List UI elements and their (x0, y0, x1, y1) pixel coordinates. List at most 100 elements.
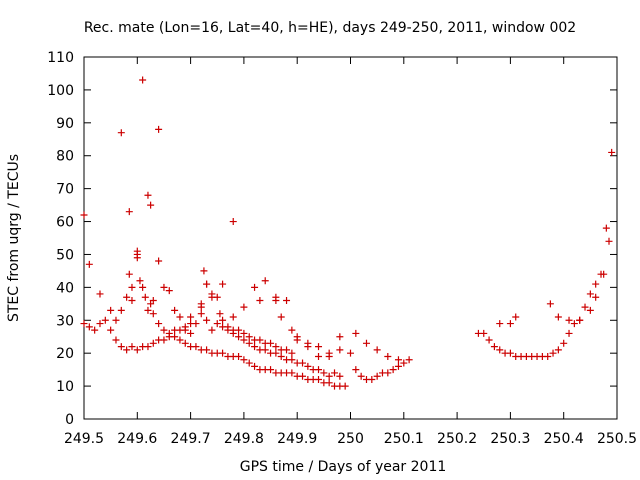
data-point (570, 320, 578, 328)
data-point (176, 313, 184, 321)
data-point (261, 346, 269, 354)
data-point (240, 329, 248, 337)
data-point (91, 326, 99, 334)
x-tick-label: 250.4 (544, 431, 584, 447)
data-point (304, 362, 312, 370)
data-point (261, 277, 269, 285)
data-point (576, 316, 584, 324)
data-point (155, 257, 163, 265)
data-point (299, 359, 307, 367)
data-point (125, 270, 133, 278)
data-point (277, 313, 285, 321)
data-point (251, 283, 259, 291)
data-point (288, 326, 296, 334)
data-point (400, 359, 408, 367)
data-point (336, 333, 344, 341)
data-point (197, 310, 205, 318)
data-point (267, 339, 275, 347)
data-point (384, 352, 392, 360)
y-tick-label: 0 (65, 412, 74, 428)
data-point (496, 320, 504, 328)
data-point (149, 297, 157, 305)
data-point (203, 316, 211, 324)
data-point (245, 359, 253, 367)
data-point (229, 329, 237, 337)
data-point (362, 339, 370, 347)
data-point (240, 303, 248, 311)
data-point (315, 352, 323, 360)
data-point (325, 379, 333, 387)
data-point (216, 310, 224, 318)
data-point (240, 356, 248, 364)
data-point (299, 372, 307, 380)
data-point (123, 346, 131, 354)
data-point (133, 346, 141, 354)
data-point (155, 320, 163, 328)
data-point (203, 346, 211, 354)
data-point (256, 336, 264, 344)
data-point (544, 352, 552, 360)
data-point (336, 372, 344, 380)
data-point (506, 349, 514, 357)
data-point (219, 349, 227, 357)
data-point (256, 297, 264, 305)
y-tick-label: 30 (56, 313, 74, 329)
data-point (235, 326, 243, 334)
x-tick-label: 249.5 (64, 431, 104, 447)
y-tick-label: 20 (56, 346, 74, 362)
data-point (357, 372, 365, 380)
data-point (187, 313, 195, 321)
data-point (592, 293, 600, 301)
data-point (288, 369, 296, 377)
data-point (331, 369, 339, 377)
data-point (506, 320, 514, 328)
data-point (144, 191, 152, 199)
data-point (219, 280, 227, 288)
data-point (107, 306, 115, 314)
data-point (251, 343, 259, 351)
data-point (197, 303, 205, 311)
data-point (133, 247, 141, 255)
data-point (245, 339, 253, 347)
y-tick-label: 80 (56, 149, 74, 165)
data-point (128, 343, 136, 351)
data-point (187, 320, 195, 328)
data-point (117, 306, 125, 314)
data-point (235, 352, 243, 360)
data-point (117, 343, 125, 351)
data-point (165, 329, 173, 337)
data-point (394, 362, 402, 370)
data-point (490, 343, 498, 351)
data-point (139, 76, 147, 84)
data-point (373, 346, 381, 354)
data-point (352, 366, 360, 374)
data-point (155, 125, 163, 133)
data-point (512, 313, 520, 321)
data-point (283, 297, 291, 305)
data-point (117, 129, 125, 137)
data-point (96, 320, 104, 328)
data-point (293, 336, 301, 344)
data-point (213, 320, 221, 328)
data-point (347, 349, 354, 357)
data-point (373, 372, 381, 380)
data-point (149, 339, 157, 347)
data-point (288, 356, 296, 364)
x-tick-label: 249.8 (224, 431, 264, 447)
data-point (165, 287, 173, 295)
data-point (200, 267, 208, 275)
x-tick-label: 250 (337, 431, 364, 447)
data-point (496, 346, 504, 354)
data-point (605, 237, 613, 245)
data-point (325, 349, 333, 357)
x-tick-label: 250.2 (437, 431, 477, 447)
data-point (203, 280, 211, 288)
data-point (581, 303, 589, 311)
data-point (288, 349, 296, 357)
data-point (235, 333, 243, 341)
data-point (112, 316, 120, 324)
x-tick-label: 250.5 (597, 431, 637, 447)
data-point (224, 326, 232, 334)
data-point (549, 349, 557, 357)
data-point (554, 346, 562, 354)
